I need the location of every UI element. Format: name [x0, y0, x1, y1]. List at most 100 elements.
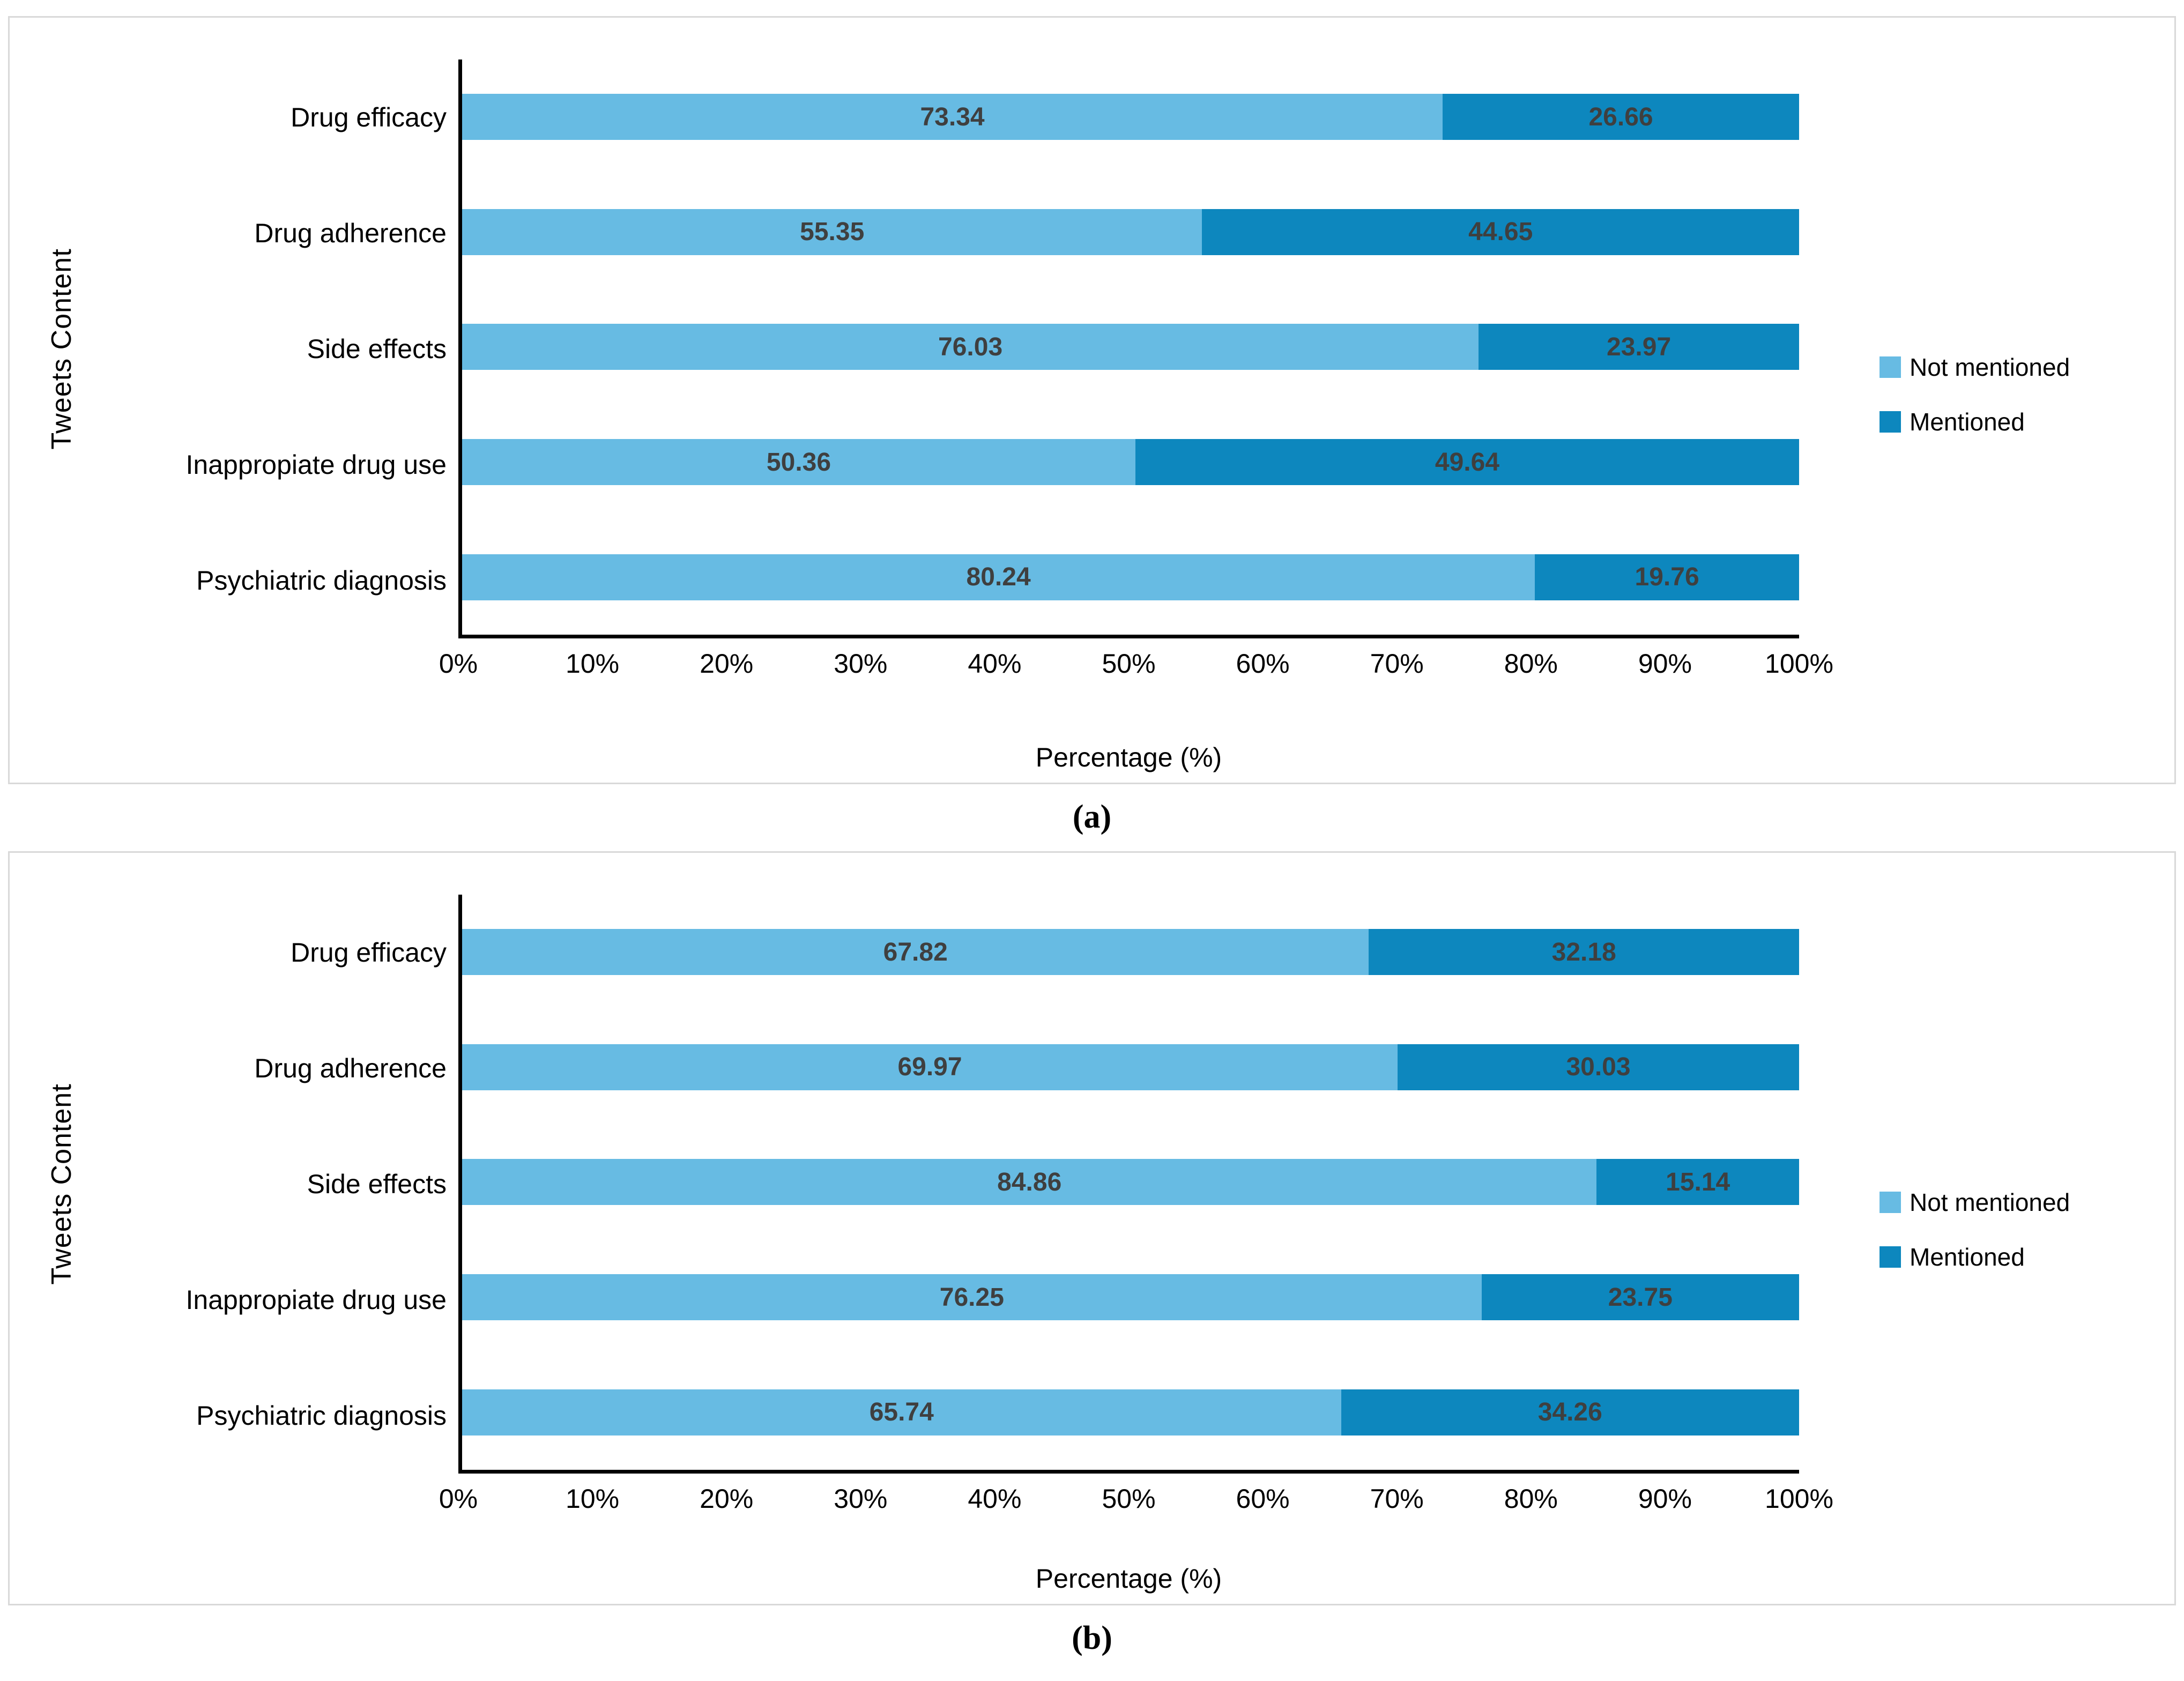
x-axis-ticks: 0% 10% 20% 30% 40% 50% 60% 70% 80% 90% 100%: [439, 1474, 1833, 1527]
bar-value-label: 23.75: [1608, 1283, 1673, 1312]
x-tick-label: 90%: [1638, 649, 1692, 679]
bar-segment-not-mentioned: 84.86: [462, 1159, 1597, 1206]
bar-row: 76.25 23.75: [462, 1240, 1799, 1355]
stacked-bar: 73.34 26.66: [462, 94, 1799, 140]
bar-value-label: 50.36: [766, 448, 831, 477]
legend-swatch: [1880, 1246, 1901, 1268]
legend-item: Not mentioned: [1880, 1188, 2164, 1217]
bar-segment-mentioned: 44.65: [1202, 209, 1799, 255]
bar-segment-not-mentioned: 67.82: [462, 929, 1369, 976]
bar-value-label: 26.66: [1588, 102, 1653, 131]
chart-panel-b: Tweets Content Drug efficacy Drug adheren…: [8, 851, 2176, 1605]
chart-panel-a: Tweets Content Drug efficacy Drug adheren…: [8, 16, 2176, 784]
bar-row: 50.36 49.64: [462, 405, 1799, 520]
y-axis-title-container: Tweets Content: [21, 59, 102, 638]
x-tick-label: 10%: [566, 649, 620, 679]
bar-row: 69.97 30.03: [462, 1010, 1799, 1125]
category-labels: Drug efficacy Drug adherence Side effects I…: [102, 59, 458, 638]
bar-value-label: 30.03: [1566, 1053, 1631, 1082]
category-labels: Drug efficacy Drug adherence Side effects I…: [102, 895, 458, 1474]
x-tick-label: 30%: [834, 1484, 888, 1514]
bar-value-label: 76.03: [938, 332, 1003, 361]
bar-segment-not-mentioned: 55.35: [462, 209, 1202, 255]
x-tick-label: 50%: [1102, 1484, 1156, 1514]
stacked-bar: 67.82 32.18: [462, 929, 1799, 976]
x-tick-label: 100%: [1765, 1484, 1833, 1514]
bar-segment-not-mentioned: 65.74: [462, 1389, 1341, 1435]
bar-row: 84.86 15.14: [462, 1125, 1799, 1240]
stacked-bar: 80.24 19.76: [462, 554, 1799, 600]
x-axis-title: Percentage (%): [1035, 742, 1222, 772]
plot-area: 73.34 26.66 55.35 44.65 76.03 23.97 50.36 49.64…: [458, 59, 1799, 638]
category-label: Drug adherence: [254, 1053, 447, 1083]
category-label: Drug efficacy: [291, 938, 447, 968]
bar-segment-mentioned: 30.03: [1398, 1044, 1799, 1090]
bar-segment-not-mentioned: 50.36: [462, 439, 1135, 486]
legend-label: Not mentioned: [1910, 353, 2070, 381]
stacked-bar: 50.36 49.64: [462, 439, 1799, 486]
legend: Not mentioned Mentioned: [1799, 59, 2164, 638]
x-tick-label: 30%: [834, 649, 888, 679]
bar-segment-mentioned: 49.64: [1135, 439, 1799, 486]
y-axis-title: Tweets Content: [46, 248, 77, 450]
bar-segment-mentioned: 34.26: [1341, 1389, 1799, 1435]
legend-swatch: [1880, 1192, 1901, 1213]
x-axis-title: Percentage (%): [1035, 1564, 1222, 1594]
y-axis-title-container: Tweets Content: [21, 895, 102, 1474]
x-tick-label: 70%: [1370, 1484, 1424, 1514]
bar-value-label: 76.25: [939, 1283, 1004, 1312]
x-tick-label: 40%: [968, 1484, 1022, 1514]
x-tick-label: 50%: [1102, 649, 1156, 679]
x-tick-label: 90%: [1638, 1484, 1692, 1514]
legend-item: Not mentioned: [1880, 353, 2164, 382]
legend-swatch: [1880, 411, 1901, 433]
x-axis-ticks: 0% 10% 20% 30% 40% 50% 60% 70% 80% 90% 100%: [439, 638, 1833, 692]
bar-segment-mentioned: 23.97: [1479, 324, 1799, 370]
legend-swatch: [1880, 356, 1901, 378]
bar-segment-mentioned: 19.76: [1535, 554, 1799, 600]
legend-label: Mentioned: [1910, 1243, 2025, 1271]
bar-segment-not-mentioned: 76.25: [462, 1274, 1482, 1321]
bar-row: 55.35 44.65: [462, 175, 1799, 290]
x-tick-label: 80%: [1504, 1484, 1558, 1514]
bar-value-label: 34.26: [1537, 1398, 1602, 1427]
bar-segment-mentioned: 32.18: [1369, 929, 1799, 976]
x-tick-label: 0%: [439, 1484, 478, 1514]
category-label: Drug adherence: [254, 218, 447, 248]
bar-segment-not-mentioned: 69.97: [462, 1044, 1398, 1090]
legend: Not mentioned Mentioned: [1799, 895, 2164, 1474]
x-tick-label: 20%: [700, 1484, 754, 1514]
category-label: Inappropiate drug use: [185, 1285, 447, 1315]
plot-area: 67.82 32.18 69.97 30.03 84.86 15.14 76.25 23.75…: [458, 895, 1799, 1474]
caption-a: (a): [1072, 799, 1112, 835]
bar-value-label: 15.14: [1666, 1167, 1730, 1196]
bar-row: 80.24 19.76: [462, 519, 1799, 635]
bar-value-label: 69.97: [897, 1053, 962, 1082]
bar-value-label: 84.86: [997, 1167, 1062, 1196]
bar-segment-mentioned: 15.14: [1596, 1159, 1799, 1206]
x-tick-label: 70%: [1370, 649, 1424, 679]
category-label: Drug efficacy: [291, 102, 447, 132]
stacked-bar: 84.86 15.14: [462, 1159, 1799, 1206]
bar-row: 76.03 23.97: [462, 289, 1799, 405]
stacked-bar: 65.74 34.26: [462, 1389, 1799, 1435]
stacked-bar: 55.35 44.65: [462, 209, 1799, 255]
category-label: Side effects: [307, 334, 447, 364]
stacked-bar: 69.97 30.03: [462, 1044, 1799, 1090]
legend-label: Mentioned: [1910, 408, 2025, 436]
bar-segment-not-mentioned: 80.24: [462, 554, 1535, 600]
bar-value-label: 44.65: [1468, 218, 1533, 247]
legend-item: Mentioned: [1880, 407, 2164, 436]
bar-value-label: 65.74: [869, 1398, 934, 1427]
bar-value-label: 49.64: [1435, 448, 1500, 477]
stacked-bar: 76.03 23.97: [462, 324, 1799, 370]
x-tick-label: 80%: [1504, 649, 1558, 679]
stacked-bar: 76.25 23.75: [462, 1274, 1799, 1321]
x-tick-label: 60%: [1236, 649, 1290, 679]
category-label: Inappropiate drug use: [185, 450, 447, 480]
chart-a: Tweets Content Drug efficacy Drug adheren…: [10, 18, 2174, 783]
bar-segment-not-mentioned: 76.03: [462, 324, 1479, 370]
category-label: Side effects: [307, 1169, 447, 1199]
bar-value-label: 80.24: [966, 563, 1031, 592]
